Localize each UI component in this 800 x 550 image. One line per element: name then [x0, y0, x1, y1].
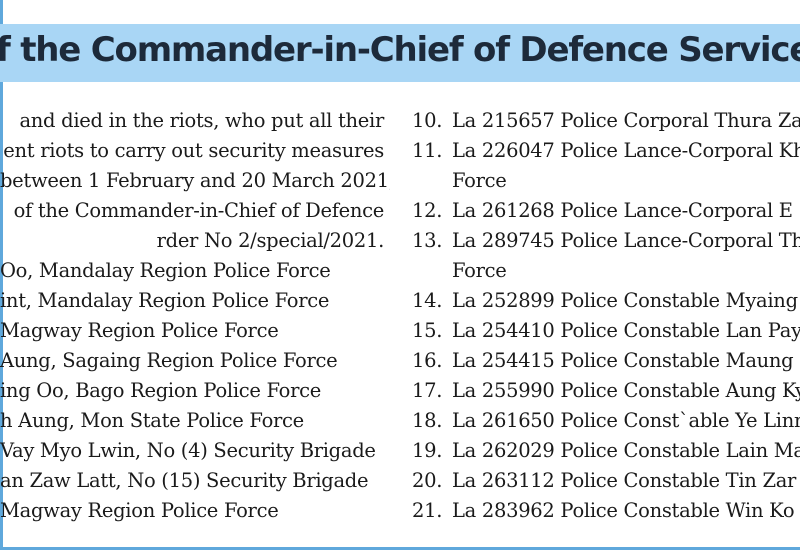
intro-line: between 1 February and 20 March 2021,: [0, 169, 390, 192]
left-column: and died in the riots, who put all their…: [0, 106, 390, 526]
list-item: 19. La 262029 Police Constable Lain Ma: [412, 436, 800, 466]
item-number: 12.: [412, 199, 443, 222]
intro-line: ent riots to carry out security measures: [3, 139, 384, 162]
item-text: La 262029 Police Constable Lain Ma: [452, 439, 800, 462]
item-number: 15.: [412, 319, 443, 342]
list-item: 12. La 261268 Police Lance-Corporal E: [412, 196, 800, 226]
item-continuation: Force: [452, 259, 507, 282]
headline-banner: f the Commander-in-Chief of Defence Serv…: [0, 24, 800, 82]
list-item: Vay Myo Lwin, No (4) Security Brigade: [0, 439, 376, 462]
item-continuation: Force: [452, 169, 507, 192]
right-column: 10. La 215657 Police Corporal Thura Za 11.…: [412, 106, 800, 526]
item-number: 18.: [412, 409, 443, 432]
item-number: 17.: [412, 379, 443, 402]
list-item: Magway Region Police Force: [0, 319, 279, 342]
list-item: Aung, Sagaing Region Police Force: [0, 349, 338, 372]
item-text: La 255990 Police Constable Aung Ky: [452, 379, 800, 402]
list-item: 14. La 252899 Police Constable Myaing: [412, 286, 800, 316]
item-number: 13.: [412, 229, 443, 252]
list-item: 17. La 255990 Police Constable Aung Ky: [412, 376, 800, 406]
list-item: 15. La 254410 Police Constable Lan Pay: [412, 316, 800, 346]
item-text: La 254410 Police Constable Lan Pay: [452, 319, 800, 342]
item-text: La 254415 Police Constable Maung: [452, 349, 794, 372]
list-item: ing Oo, Bago Region Police Force: [0, 379, 322, 402]
item-number: 21.: [412, 499, 443, 522]
item-text: La 215657 Police Corporal Thura Za: [452, 109, 800, 132]
item-text: La 261650 Police Const`able Ye Linn: [452, 409, 800, 432]
list-item: 13. La 289745 Police Lance-Corporal Th: [412, 226, 800, 256]
item-number: 16.: [412, 349, 443, 372]
item-number: 11.: [412, 139, 443, 162]
list-item: h Aung, Mon State Police Force: [0, 409, 304, 432]
item-number: 14.: [412, 289, 443, 312]
item-text: La 252899 Police Constable Myaing: [452, 289, 798, 312]
item-number: 20.: [412, 469, 443, 492]
list-item: 18. La 261650 Police Const`able Ye Linn: [412, 406, 800, 436]
item-text: La 263112 Police Constable Tin Zar: [452, 469, 797, 492]
list-item: Magway Region Police Force: [0, 499, 279, 522]
item-text: La 261268 Police Lance-Corporal E: [452, 199, 793, 222]
item-number: 19.: [412, 439, 443, 462]
item-text: La 226047 Police Lance-Corporal Kh: [452, 139, 800, 162]
list-item: 16. La 254415 Police Constable Maung: [412, 346, 800, 376]
intro-line: and died in the riots, who put all their: [19, 109, 384, 132]
list-item: an Zaw Latt, No (15) Security Brigade: [0, 469, 369, 492]
right-list: 10. La 215657 Police Corporal Thura Za 11.…: [412, 106, 800, 526]
item-number: 10.: [412, 109, 443, 132]
list-item: int, Mandalay Region Police Force: [0, 289, 330, 312]
left-list: Oo, Mandalay Region Police Force int, Man…: [0, 256, 390, 526]
list-item: 21. La 283962 Police Constable Win Ko: [412, 496, 800, 526]
headline-title: f the Commander-in-Chief of Defence Serv…: [0, 30, 800, 70]
item-text: La 283962 Police Constable Win Ko: [452, 499, 795, 522]
intro-paragraph: and died in the riots, who put all their…: [0, 106, 390, 256]
intro-line: rder No 2/special/2021.: [156, 229, 385, 252]
list-item: Oo, Mandalay Region Police Force: [0, 259, 331, 282]
list-item: 10. La 215657 Police Corporal Thura Za: [412, 106, 800, 136]
list-item: 11. La 226047 Police Lance-Corporal Kh: [412, 136, 800, 166]
intro-line: of the Commander-in-Chief of Defence: [13, 199, 385, 222]
item-text: La 289745 Police Lance-Corporal Th: [452, 229, 800, 252]
list-item: 20. La 263112 Police Constable Tin Zar: [412, 466, 800, 496]
